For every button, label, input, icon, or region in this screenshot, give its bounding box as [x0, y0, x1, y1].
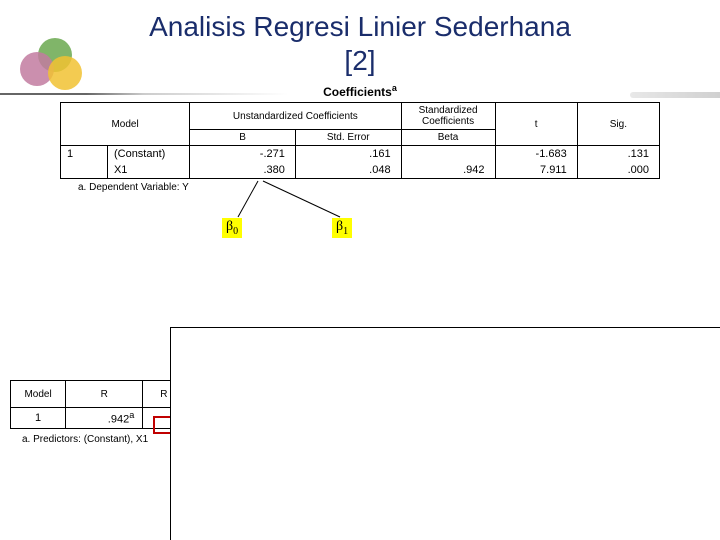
coefficients-table: Model Unstandardized Coefficients Standa…: [60, 102, 660, 179]
beta1-label: β1: [332, 218, 352, 238]
col-beta: Beta: [401, 130, 495, 146]
title-line2: [2]: [344, 45, 375, 76]
title-line1: Analisis Regresi Linier Sederhana: [149, 11, 571, 42]
divider-line: [0, 93, 720, 95]
coefficients-footnote: a. Dependent Variable: Y: [78, 182, 720, 193]
col-unstd: Unstandardized Coefficients: [190, 103, 401, 130]
white-overlay-2: [170, 327, 720, 540]
col-model: Model: [61, 103, 190, 146]
table-row: X1 .380 .048 .942 7.911 .000: [61, 162, 660, 179]
cell-r: .942a: [66, 408, 143, 429]
col-t: t: [495, 103, 577, 146]
table-row: 1 (Constant) -.271 .161 -1.683 .131: [61, 146, 660, 163]
col-std: Standardized Coefficients: [401, 103, 495, 130]
col-sig: Sig.: [577, 103, 659, 146]
slide-logo: [20, 38, 90, 93]
coefficients-heading: Coefficientsa: [0, 83, 720, 99]
beta0-label: β0: [222, 218, 242, 238]
slide-title: Analisis Regresi Linier Sederhana [2]: [0, 0, 720, 77]
table-header-row1: Model Unstandardized Coefficients Standa…: [61, 103, 660, 130]
logo-circle-yellow: [48, 56, 82, 90]
col-stderr: Std. Error: [295, 130, 401, 146]
col-b: B: [190, 130, 296, 146]
divider-right-accent: [630, 92, 720, 98]
